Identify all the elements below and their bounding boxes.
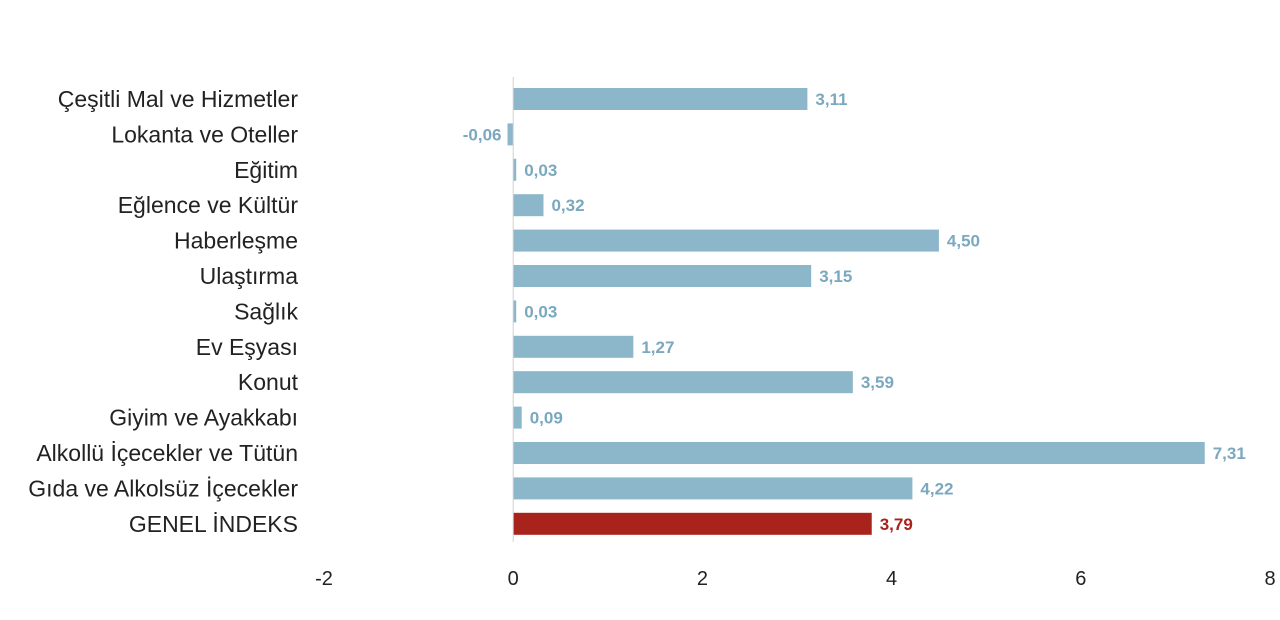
- value-label: 3,11: [815, 90, 847, 109]
- bar: [513, 265, 812, 287]
- category-label: Alkollü İçecekler ve Tütün: [36, 440, 298, 466]
- value-label: 7,31: [1213, 444, 1246, 463]
- category-label: Çeşitli Mal ve Hizmetler: [58, 86, 299, 112]
- x-tick-label: 6: [1075, 568, 1086, 590]
- x-axis-tick-labels: -2 0 2 4 6 8: [315, 568, 1275, 590]
- category-label: Ulaştırma: [200, 263, 299, 289]
- category-label: Haberleşme: [174, 228, 298, 254]
- bar: [513, 335, 634, 358]
- bar: [513, 477, 913, 500]
- bar: [513, 300, 517, 323]
- category-labels-group: Çeşitli Mal ve Hizmetler Lokanta ve Otell…: [28, 86, 298, 537]
- bar: [513, 158, 517, 181]
- x-tick-label: 4: [886, 568, 897, 590]
- bar: [513, 88, 808, 110]
- value-label: 3,15: [819, 267, 852, 286]
- category-label: Konut: [238, 369, 299, 395]
- category-label: Giyim ve Ayakkabı: [109, 405, 298, 431]
- value-label: 0,03: [524, 302, 557, 321]
- bar: [507, 123, 514, 146]
- bars-group: [507, 88, 1205, 535]
- bar: [513, 229, 939, 252]
- x-tick-label: 2: [697, 568, 708, 590]
- bar: [513, 194, 544, 217]
- value-label: -0,06: [463, 125, 502, 144]
- x-tick-label: 0: [508, 568, 519, 590]
- category-label: Lokanta ve Oteller: [111, 121, 298, 147]
- category-label: Eğlence ve Kültür: [118, 192, 299, 218]
- category-label: Eğitim: [234, 157, 298, 183]
- bar: [513, 406, 522, 429]
- value-label: 3,59: [861, 373, 894, 392]
- value-label: 0,32: [551, 196, 584, 215]
- value-labels-group: 3,11 -0,06 0,03 0,32 4,50 3,15 0,03 1,27 3,59 0,0…: [463, 90, 1246, 534]
- category-label: Sağlık: [234, 298, 298, 324]
- value-label: 0,03: [524, 161, 557, 180]
- category-label: Gıda ve Alkolsüz İçecekler: [28, 475, 298, 501]
- bar: [513, 442, 1205, 464]
- bar: [513, 512, 872, 535]
- value-label: 4,50: [947, 232, 980, 251]
- bar: [513, 371, 853, 394]
- value-label: 0,09: [530, 409, 563, 428]
- category-label: GENEL İNDEKS: [129, 511, 298, 537]
- value-label: 1,27: [641, 338, 674, 357]
- category-label: Ev Eşyası: [196, 334, 298, 360]
- x-tick-label: 8: [1264, 568, 1275, 590]
- value-label: 3,79: [880, 515, 913, 534]
- value-label: 4,22: [920, 479, 953, 498]
- x-tick-label: -2: [315, 568, 333, 590]
